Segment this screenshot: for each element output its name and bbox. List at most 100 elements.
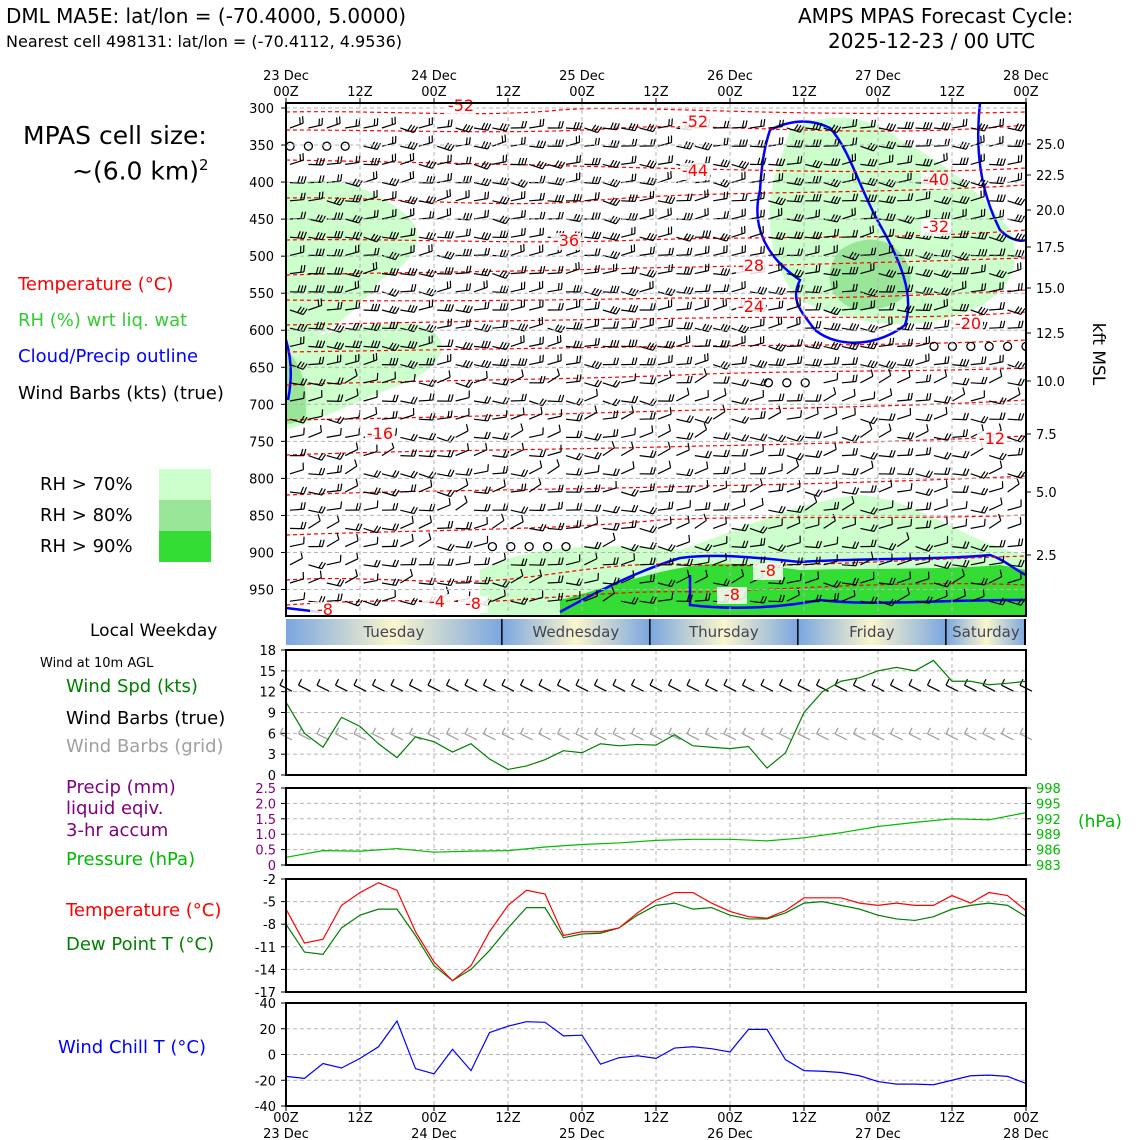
wind-barb-feather xyxy=(818,450,823,458)
wind-barb-staff xyxy=(657,214,672,220)
wind-barb-feather xyxy=(1020,320,1024,328)
wind-barb-feather xyxy=(355,119,358,127)
wind-barb-feather xyxy=(925,413,930,421)
pressure-label: Pressure (hPa) xyxy=(66,849,196,870)
wind-barb-feather xyxy=(962,412,966,420)
wind-barb-staff xyxy=(363,473,378,478)
wind-barb-staff xyxy=(694,252,709,256)
wind-barb-feather xyxy=(539,523,544,531)
wind-barb-staff xyxy=(621,379,636,384)
surface-wind-barb-true xyxy=(446,684,459,692)
surface-wind-barb-true-feather xyxy=(279,678,284,686)
surface-wind-barb-grid xyxy=(890,733,903,741)
wind-barb-feather xyxy=(649,574,653,582)
wind-barb-feather xyxy=(573,321,577,329)
wind-barb-feather xyxy=(818,359,823,367)
wind-barb-feather xyxy=(557,161,563,168)
wind-barb-feather xyxy=(337,285,341,293)
wind-barb-staff xyxy=(363,196,378,202)
wind-barb-feather xyxy=(613,339,617,348)
wind-barb-feather xyxy=(1020,308,1026,315)
wind-barb-feather xyxy=(760,433,765,441)
wind-barb-feather xyxy=(594,405,598,413)
wind-barb-staff xyxy=(749,215,764,220)
wind-barb-staff xyxy=(529,527,544,532)
weekday-segment xyxy=(649,619,798,645)
wind-barb-staff xyxy=(363,600,378,607)
wind-barb-staff xyxy=(749,197,764,202)
wind-barb-staff xyxy=(326,489,341,493)
wind-barb-staff xyxy=(841,345,856,351)
wind-barb-staff xyxy=(823,393,836,402)
wind-barb-feather xyxy=(910,448,914,456)
wind-barb-feather xyxy=(303,192,306,200)
wind-barb-feather xyxy=(723,324,728,332)
wind-barb-feather xyxy=(484,360,489,368)
wind-barb-staff xyxy=(989,600,1003,606)
wind-barb-staff xyxy=(492,218,506,225)
wind-barb-staff xyxy=(933,473,949,475)
wind-barb-feather xyxy=(796,125,802,132)
wind-barb-feather xyxy=(705,593,708,601)
wind-barb-staff xyxy=(584,307,599,311)
cell-size-value: ~(6.0 km)2 xyxy=(72,156,209,185)
wind-barb-staff xyxy=(602,400,617,407)
wind-barb-feather xyxy=(465,265,469,273)
wind-barb-feather xyxy=(432,433,437,441)
wind-barb-feather xyxy=(521,265,524,273)
wind-barb-feather xyxy=(520,423,524,431)
bottom-date-label: 24 Dec xyxy=(411,1127,457,1140)
wind-barb-feather xyxy=(450,520,454,529)
surface-wind-barb-grid-feather xyxy=(501,727,506,735)
wind-barb-staff xyxy=(768,345,782,352)
wind-barb-feather xyxy=(1002,209,1005,217)
wind-barb-feather xyxy=(649,303,653,311)
wind-barb-feather xyxy=(1017,283,1020,291)
wind-barb-feather xyxy=(886,285,890,293)
rh90-label: RH > 90% xyxy=(40,536,133,557)
wind-barb-feather xyxy=(542,375,546,384)
wind-barb-feather xyxy=(757,359,762,367)
surface-wind-barb-true xyxy=(464,684,478,692)
wind-barb-staff xyxy=(657,270,672,275)
surface-wind-barb-grid-feather xyxy=(667,727,673,735)
wind-barb-staff xyxy=(381,123,396,129)
wind-barb-feather xyxy=(781,158,786,166)
wind-barb-staff xyxy=(694,519,707,529)
wind-barb-feather xyxy=(1017,447,1021,455)
wind-barb-staff xyxy=(345,218,359,224)
wind-barb-feather xyxy=(505,432,510,440)
wind-barb-feather xyxy=(892,228,895,236)
wind-barb-staff xyxy=(1007,268,1022,275)
wind-barb-feather xyxy=(649,412,653,420)
wind-barb-feather xyxy=(980,264,983,272)
panel-tick-label: -8 xyxy=(263,918,276,933)
wind-barb-staff xyxy=(915,127,930,130)
wind-barb-staff xyxy=(639,324,654,329)
wind-barb-staff xyxy=(952,393,965,402)
wind-barb-feather xyxy=(612,233,618,240)
wind-barb-staff xyxy=(786,579,801,584)
wind-barb-feather xyxy=(833,196,838,204)
wind-barb-feather xyxy=(668,557,672,565)
wind-barb-staff xyxy=(602,527,617,531)
wind-barb-feather xyxy=(741,568,745,576)
wind-barb-feather xyxy=(392,539,396,547)
wind-barb-feather xyxy=(481,340,485,348)
surface-wind-barb-true xyxy=(871,684,885,692)
wind-barb-feather xyxy=(573,285,577,293)
wind-barb-feather xyxy=(1033,161,1037,167)
wind-barb-staff xyxy=(621,509,636,513)
wind-barb-feather xyxy=(723,449,727,457)
wind-barb-feather xyxy=(778,448,782,456)
panel-tick-label: 2.5 xyxy=(255,782,276,797)
wind-barb-feather xyxy=(318,356,322,364)
wind-barb-feather xyxy=(521,483,524,491)
weekday-label: Tuesday xyxy=(362,623,424,641)
wind-barb-staff xyxy=(713,251,727,256)
wind-barb-staff xyxy=(418,473,433,479)
wind-barb-feather xyxy=(744,379,750,387)
calm-wind-marker xyxy=(524,541,534,552)
wind-barb-feather xyxy=(1002,176,1007,184)
wind-barb-feather xyxy=(410,324,415,332)
